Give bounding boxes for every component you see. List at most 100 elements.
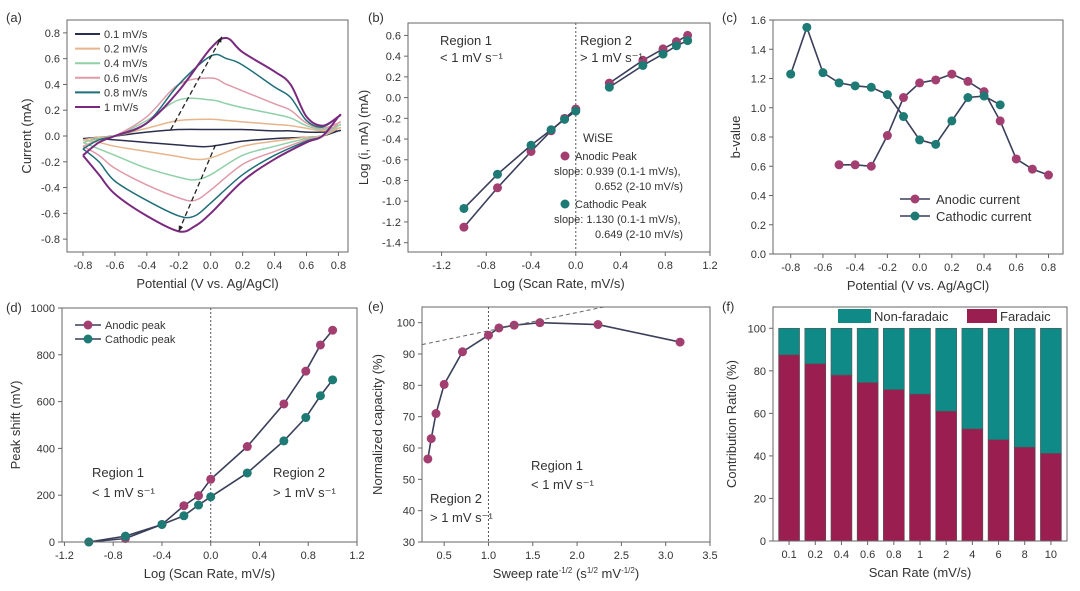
data-point xyxy=(947,69,957,79)
x-tick-label: -0.8 xyxy=(73,260,92,272)
legend-label: Cathodic peak xyxy=(105,334,176,346)
data-point xyxy=(526,146,536,156)
data-point xyxy=(457,347,467,357)
y-tick-label: 1.4 xyxy=(751,44,766,56)
x-tick-label: -0.6 xyxy=(105,260,124,272)
bar-faradaic xyxy=(778,354,800,542)
x-tick-label: 0.8 xyxy=(331,260,346,272)
x-tick-label: -0.8 xyxy=(104,550,123,562)
y-tick-label: 0.2 xyxy=(45,105,60,117)
data-point xyxy=(194,500,204,510)
y-tick-label: 0.8 xyxy=(45,28,60,40)
region2-rate: > 1 mV s⁻¹ xyxy=(580,50,644,65)
data-point xyxy=(638,60,648,70)
y-tick-label: 0.6 xyxy=(386,30,401,42)
y-tick-label: 1.0 xyxy=(751,103,766,115)
plot-frame xyxy=(61,307,358,543)
x-tick-label: 1.2 xyxy=(702,260,717,272)
panel-label: (c) xyxy=(722,10,737,25)
x-tick-label: 0.5 xyxy=(437,550,452,562)
bar-faradaic xyxy=(1040,453,1062,542)
series-line xyxy=(427,321,681,460)
data-point xyxy=(328,375,338,385)
data-point xyxy=(1011,154,1021,164)
y-tick-label: 40 xyxy=(754,451,766,463)
y-tick-label: 1.6 xyxy=(751,15,766,27)
x-axis-label-text: (s xyxy=(572,566,587,581)
x-tick-label: -0.4 xyxy=(846,262,865,274)
y-axis-label: Peak shift (mV) xyxy=(8,381,23,470)
y-tick-label: 50 xyxy=(403,474,415,486)
y-tick-label: 0.2 xyxy=(386,72,401,84)
data-point xyxy=(560,199,570,209)
slope-text: slope: 1.130 (0.1-1 mV/s), xyxy=(554,214,681,226)
y-axis-label: Log (i, mA) (mA) xyxy=(356,90,371,185)
data-point xyxy=(120,531,130,541)
x-tick-label: -0.8 xyxy=(477,260,496,272)
data-point xyxy=(786,69,796,79)
x-tick-label: 0.2 xyxy=(235,260,250,272)
x-tick-label: 4 xyxy=(969,549,975,561)
data-point xyxy=(834,160,844,170)
data-point xyxy=(683,36,693,46)
legend-label: Anodic current xyxy=(936,192,1020,207)
y-tick-label: 800 xyxy=(37,350,55,362)
cv-curve xyxy=(82,128,342,148)
x-tick-label: 0.2 xyxy=(808,549,823,561)
panel-a: (a) -0.8 -0.6 -0.4 -0.2 0.0 0.2 0.4 0.6 0.8 -0.8 -0… xyxy=(6,10,349,291)
data-point xyxy=(882,90,892,100)
data-point xyxy=(802,22,812,32)
data-point xyxy=(431,409,441,419)
region1-title: Region 1 xyxy=(531,458,583,473)
bar-nonfaradaic xyxy=(1013,327,1036,448)
x-axis-label: Log (Scan Rate, mV/s) xyxy=(144,566,276,581)
x-tick-label: 0.2 xyxy=(944,262,959,274)
data-point xyxy=(593,320,603,330)
y-tick-label: 1.2 xyxy=(751,74,766,86)
x-axis-label: Log (Scan Rate, mV/s) xyxy=(493,276,625,291)
panel-label: (d) xyxy=(6,300,22,315)
y-tick-label: 1000 xyxy=(31,303,55,315)
region1-title: Region 1 xyxy=(92,465,144,480)
x-axis-label-superscript: 1/2 xyxy=(587,566,599,575)
x-tick-label: -0.6 xyxy=(813,262,832,274)
y-tick-label: 60 xyxy=(754,408,766,420)
data-point xyxy=(931,75,941,85)
data-point xyxy=(560,151,570,161)
panel-e: (e) 0.5 1.0 1.5 2.0 2.5 3.0 3.5 30 40 50 60 70 80 90 10… xyxy=(368,299,718,581)
panel-label: (f) xyxy=(722,299,734,314)
data-point xyxy=(963,76,973,86)
y-axis-label: Current (mA) xyxy=(19,98,34,173)
x-tick-label: 0.8 xyxy=(886,549,901,561)
x-axis-label-text: mV xyxy=(598,566,621,581)
panel-label: (a) xyxy=(6,10,22,25)
x-tick-label: 0.6 xyxy=(1009,262,1024,274)
y-tick-label: 400 xyxy=(37,443,55,455)
data-point xyxy=(423,454,433,464)
legend-label: 0.8 mV/s xyxy=(104,87,148,99)
data-point xyxy=(915,78,925,88)
panel-d: (d) -1.2 -0.8 -0.4 0.0 0.4 0.8 1.2 0 200 400 600 800… xyxy=(6,300,365,581)
legend-label: Cathodic current xyxy=(936,209,1032,224)
y-tick-label: -0.8 xyxy=(41,234,60,246)
cv-curve xyxy=(82,97,342,181)
x-tick-label: 3.0 xyxy=(658,550,673,562)
bar-faradaic xyxy=(856,382,879,542)
trend-line xyxy=(421,306,604,346)
data-point xyxy=(899,112,908,122)
series-line xyxy=(839,73,1049,176)
bar-faradaic xyxy=(1013,446,1036,542)
data-point xyxy=(604,82,614,92)
y-tick-label: -1.0 xyxy=(382,196,401,208)
y-tick-label: 0.2 xyxy=(751,220,766,232)
legend-swatch-nonfaradaic xyxy=(838,309,871,323)
legend-label: Anodic Peak xyxy=(575,151,637,163)
data-point xyxy=(301,413,311,423)
data-point xyxy=(658,49,668,59)
legend-label: Faradaic xyxy=(1000,309,1051,324)
data-point xyxy=(535,318,545,328)
arrow-head-icon xyxy=(178,225,184,232)
data-point xyxy=(315,391,325,401)
y-tick-label: -0.6 xyxy=(382,155,401,167)
